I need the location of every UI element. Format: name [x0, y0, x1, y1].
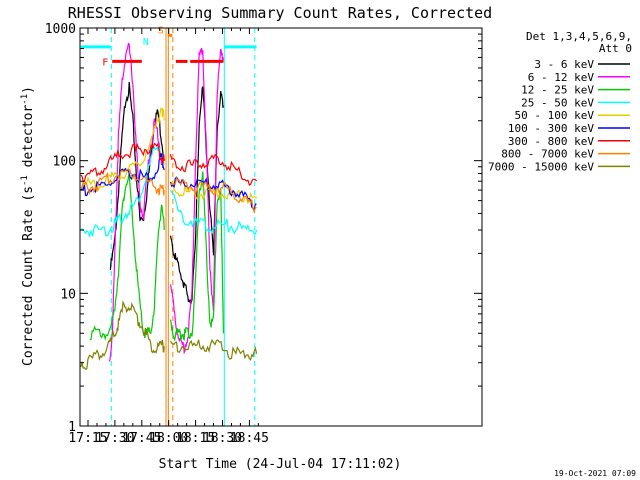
y-tick-label-3: 1000	[45, 22, 76, 37]
y-tick-label-2: 100	[53, 155, 76, 170]
x-tick-label-5: 18:30	[203, 431, 242, 446]
y-axis-label-sup1: -1	[20, 175, 30, 186]
legend-label-8: 7000 - 15000 keV	[488, 160, 594, 173]
series-line-7-part-0	[80, 168, 165, 196]
y-axis-label-main: Corrected Count Rate (s	[21, 186, 36, 366]
x-axis-label: Start Time (24-Jul-04 17:11:02)	[159, 457, 402, 472]
series-line-0-part-0	[109, 81, 165, 271]
flag-label-F: F	[102, 57, 108, 68]
series-line-3-part-0	[80, 146, 165, 238]
flag-label-N: N	[143, 37, 149, 48]
legend-label-4: 50 - 100 keV	[515, 109, 595, 122]
y-axis-label-end: )	[21, 86, 36, 94]
plot-frame	[79, 27, 483, 427]
x-tick-label-4: 18:15	[176, 431, 215, 446]
x-tick-label-6: 18:45	[230, 431, 269, 446]
y-tick-label-0: 1	[68, 420, 76, 435]
series-line-8-part-0	[80, 300, 165, 370]
legend-label-2: 12 - 25 keV	[521, 84, 594, 97]
x-tick-label-0: 17:15	[68, 431, 107, 446]
series-line-6-part-0	[80, 142, 165, 183]
series-line-7-part-1	[170, 176, 257, 214]
series-line-3-part-1	[170, 189, 258, 235]
y-axis-label-sup2: -1	[20, 94, 30, 105]
legend-header-2: Att 0	[599, 42, 632, 55]
series-line-1-part-0	[108, 42, 165, 362]
y-axis-label: Corrected Count Rate (s-1 detector-1)	[20, 86, 36, 366]
series-line-8-part-1	[169, 338, 258, 361]
series-line-6-part-1	[169, 153, 258, 186]
series-line-5-part-1	[169, 176, 257, 211]
series-line-2-part-1	[169, 171, 224, 342]
chart-title: RHESSI Observing Summary Count Rates, Co…	[68, 4, 492, 22]
plot-lines: N F S	[80, 25, 258, 426]
legend-label-7: 800 - 7000 keV	[501, 148, 594, 161]
footer-timestamp: 19-Oct-2021 07:09	[554, 469, 636, 478]
series-line-2-part-0	[89, 174, 165, 341]
flag-label-S: S	[158, 25, 164, 36]
legend-label-3: 25 - 50 keV	[521, 96, 594, 109]
x-tick-label-1: 17:30	[95, 431, 134, 446]
legend-label-1: 6 - 12 keV	[528, 71, 595, 84]
legend-label-6: 300 - 800 keV	[508, 135, 594, 148]
x-tick-label-3: 18:00	[149, 431, 188, 446]
series-line-1-part-1	[169, 47, 224, 355]
legend-label-5: 100 - 300 keV	[508, 122, 594, 135]
legend-label-0: 3 - 6 keV	[534, 58, 594, 71]
y-axis-label-mid: detector	[21, 105, 36, 176]
y-tick-label-1: 10	[60, 287, 76, 302]
legend-header-1: Det 1,3,4,5,6,9,	[526, 30, 632, 43]
series-line-4-part-1	[170, 179, 258, 205]
x-tick-label-2: 17:45	[122, 431, 161, 446]
